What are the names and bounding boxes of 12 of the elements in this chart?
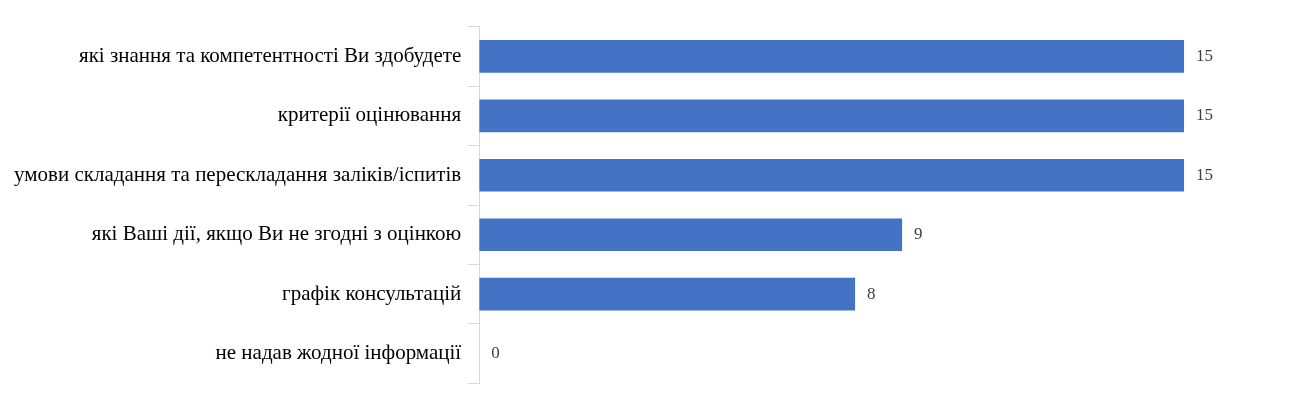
data-label: 8 <box>867 283 876 303</box>
y-tick-label: критерії оцінювання <box>277 102 462 127</box>
data-label: 15 <box>1196 164 1214 184</box>
data-label: 0 <box>491 343 500 363</box>
y-tick-label: умови складання та перескладання заліків/іспитів <box>14 161 462 186</box>
data-label: 15 <box>1196 105 1214 125</box>
y-tick-label: не надав жодної інформації <box>215 340 462 365</box>
data-label: 9 <box>914 224 923 244</box>
y-tick-label: графік консультацій <box>282 280 462 305</box>
y-tick-label: які Ваші дії, якщо Ви не згодні з оцінкою <box>91 221 462 246</box>
y-tick-label: які знання та компетентності Ви здобудете <box>79 42 462 67</box>
data-label: 15 <box>1196 45 1214 65</box>
